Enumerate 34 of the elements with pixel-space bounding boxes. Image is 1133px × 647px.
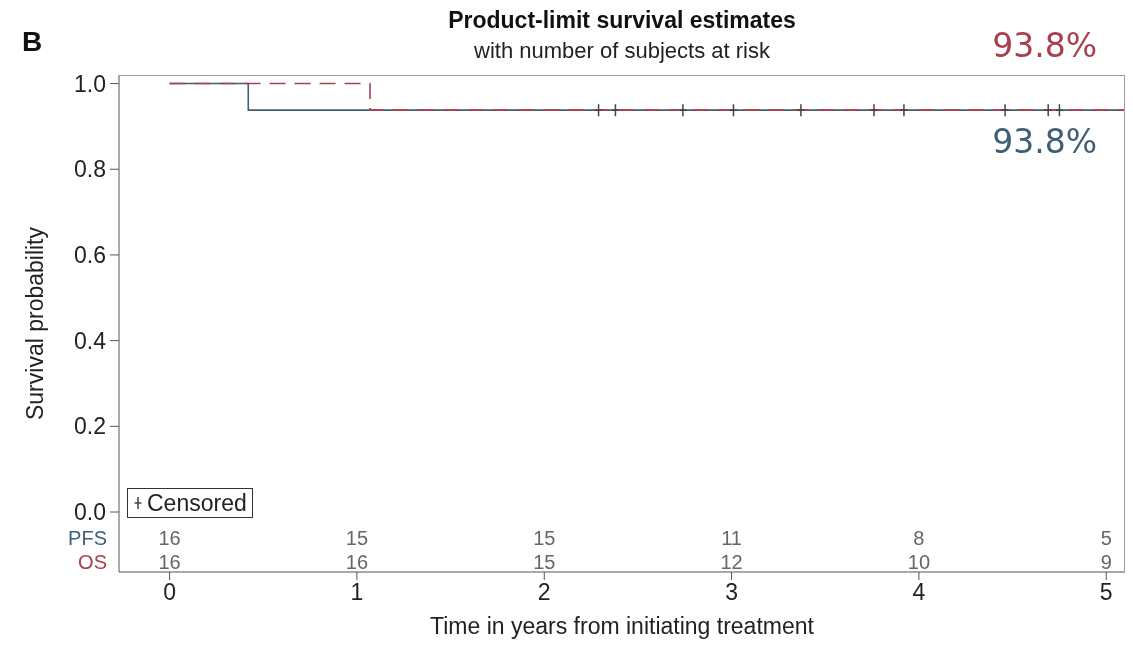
- chart-subtitle: with number of subjects at risk: [474, 38, 770, 63]
- annotation: 16: [158, 527, 181, 549]
- y-tick-label: 0.8: [74, 156, 106, 183]
- chart-title: Product-limit survival estimates: [448, 7, 796, 33]
- x-axis-title: Time in years from initiating treatment: [430, 613, 815, 639]
- annotation: 16: [345, 551, 369, 573]
- x-tick-label: 5: [1099, 579, 1113, 606]
- annotation: 9: [1100, 551, 1112, 573]
- text: B: [22, 26, 43, 58]
- x-tick-label: 2: [537, 579, 551, 606]
- data-label: 93.8%: [992, 122, 1097, 162]
- text: OS: [78, 551, 107, 573]
- annotation: 5: [1100, 527, 1112, 549]
- legend-label: Censored: [147, 489, 247, 517]
- x-tick-label: 3: [725, 579, 738, 606]
- annotation: 10: [907, 551, 931, 573]
- annotation: 8: [913, 527, 925, 549]
- y-tick-label: 0.2: [74, 413, 106, 440]
- annotation: 15: [345, 527, 369, 549]
- y-tick-label: 0.4: [74, 327, 107, 354]
- annotation: 11: [721, 527, 742, 549]
- annotation: 15: [533, 551, 556, 573]
- x-tick-label: 4: [912, 579, 926, 606]
- y-tick-label: 1.0: [74, 70, 106, 97]
- y-tick-label: 0.0: [74, 499, 106, 526]
- annotation: 15: [533, 527, 556, 549]
- annotation: 12: [720, 551, 743, 573]
- x-tick-label: 1: [350, 579, 364, 606]
- y-tick-label: 0.6: [74, 242, 106, 269]
- data-label: 93.8%: [992, 26, 1097, 66]
- y-axis-title: Survival probability: [22, 226, 48, 421]
- x-tick-label: 0: [163, 579, 176, 606]
- annotation: 16: [158, 551, 181, 573]
- text: PFS: [68, 527, 107, 549]
